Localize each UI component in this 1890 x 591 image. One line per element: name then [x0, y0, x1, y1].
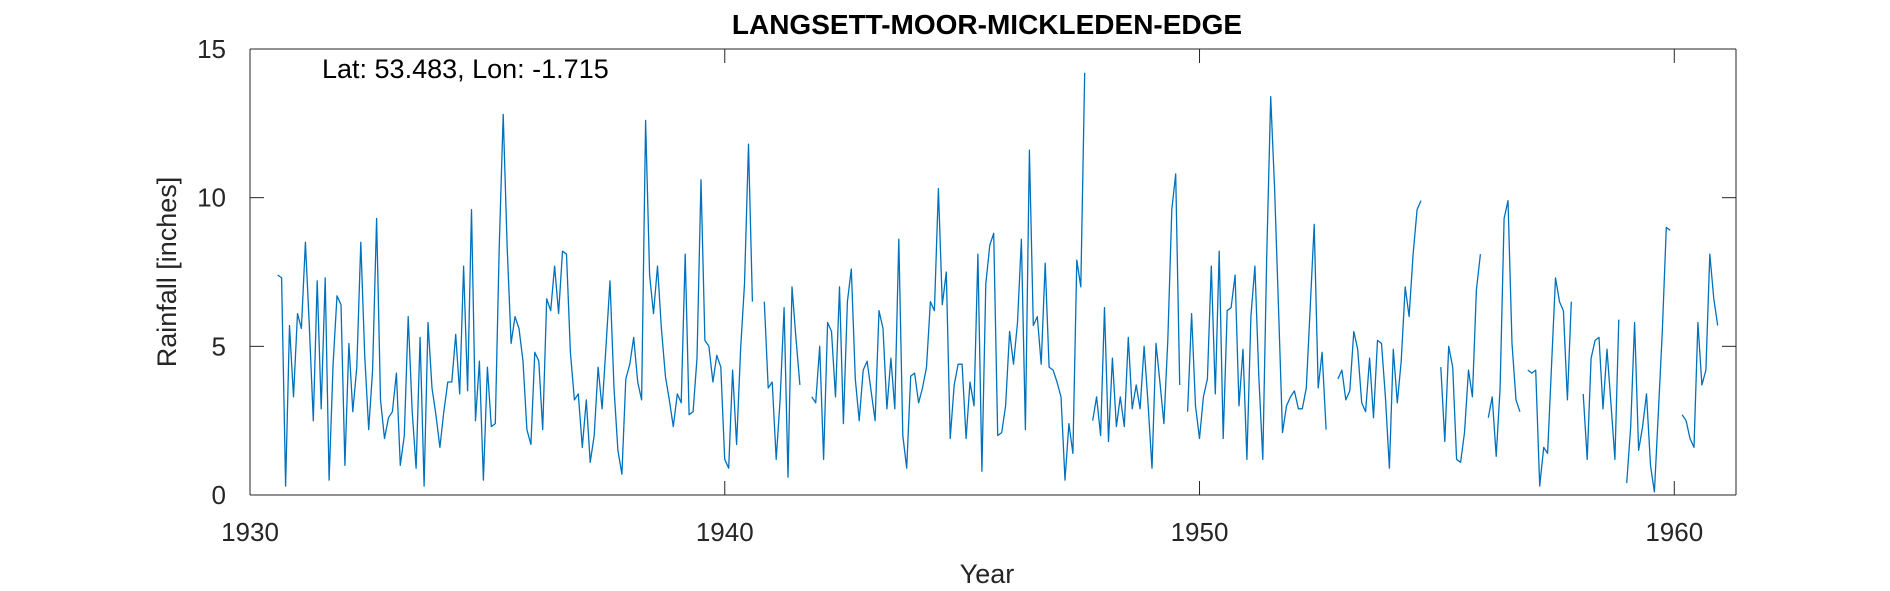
- x-axis-ticks: 1930 1940 1950 1960: [221, 49, 1703, 547]
- x-tick-label: 1930: [221, 517, 279, 547]
- y-tick-label: 5: [212, 331, 226, 361]
- rainfall-series: [277, 72, 1719, 493]
- rainfall-series-segment-8: [1527, 277, 1572, 487]
- rainfall-series-segment-9: [1582, 319, 1620, 460]
- rainfall-series-segment-7: [1487, 199, 1521, 457]
- rainfall-series-segment-6: [1440, 254, 1482, 463]
- chart-title: LANGSETT-MOOR-MICKLEDEN-EDGE: [732, 9, 1242, 40]
- y-tick-label: 15: [197, 34, 226, 64]
- rainfall-series-segment-3: [1092, 173, 1181, 469]
- rainfall-series-segment-5: [1337, 200, 1422, 469]
- axes: [249, 48, 1737, 496]
- location-annotation: Lat: 53.483, Lon: -1.715: [322, 54, 609, 84]
- x-tick-label: 1960: [1645, 517, 1703, 547]
- rainfall-series-segment-10: [1626, 226, 1671, 493]
- y-axis-ticks: 0 5 10 15: [197, 34, 1736, 510]
- rainfall-series-segment-1: [763, 286, 801, 478]
- y-tick-label: 0: [212, 480, 226, 510]
- x-tick-label: 1940: [696, 517, 754, 547]
- rainfall-series-segment-11: [1681, 253, 1719, 449]
- plot-area: [250, 49, 1736, 495]
- rainfall-series-segment-2: [811, 72, 1086, 481]
- rainfall-series-segment-0: [277, 113, 754, 487]
- rainfall-series-segment-4: [1186, 95, 1327, 460]
- x-tick-label: 1950: [1171, 517, 1229, 547]
- x-axis-label: Year: [960, 559, 1015, 589]
- y-tick-label: 10: [197, 183, 226, 213]
- y-axis-label: Rainfall [inches]: [152, 177, 182, 368]
